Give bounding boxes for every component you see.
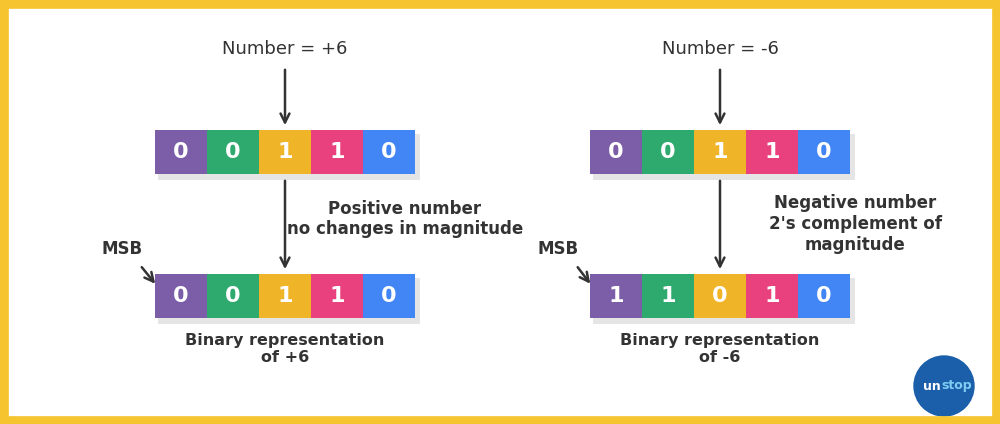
FancyBboxPatch shape <box>311 274 363 318</box>
FancyBboxPatch shape <box>158 278 420 324</box>
FancyBboxPatch shape <box>207 130 259 174</box>
FancyBboxPatch shape <box>311 130 363 174</box>
FancyBboxPatch shape <box>155 274 207 318</box>
Text: 1: 1 <box>764 142 780 162</box>
FancyBboxPatch shape <box>590 274 642 318</box>
Text: Negative number
2's complement of
magnitude: Negative number 2's complement of magnit… <box>769 194 942 254</box>
FancyBboxPatch shape <box>363 274 415 318</box>
Text: 1: 1 <box>660 286 676 306</box>
Text: 0: 0 <box>173 142 189 162</box>
Text: Number = +6: Number = +6 <box>222 40 348 58</box>
Text: 0: 0 <box>660 142 676 162</box>
FancyBboxPatch shape <box>642 274 694 318</box>
Text: un: un <box>923 379 941 393</box>
FancyBboxPatch shape <box>259 130 311 174</box>
FancyBboxPatch shape <box>642 130 694 174</box>
FancyBboxPatch shape <box>259 274 311 318</box>
Text: Positive number
no changes in magnitude: Positive number no changes in magnitude <box>287 200 523 238</box>
Text: 1: 1 <box>712 142 728 162</box>
FancyBboxPatch shape <box>746 274 798 318</box>
Text: Binary representation
of +6: Binary representation of +6 <box>185 333 385 365</box>
FancyBboxPatch shape <box>593 278 855 324</box>
Text: Number = -6: Number = -6 <box>662 40 778 58</box>
FancyBboxPatch shape <box>590 130 642 174</box>
Text: 1: 1 <box>764 286 780 306</box>
FancyBboxPatch shape <box>694 130 746 174</box>
FancyBboxPatch shape <box>207 274 259 318</box>
Text: 1: 1 <box>277 142 293 162</box>
Text: 0: 0 <box>225 286 241 306</box>
FancyBboxPatch shape <box>694 274 746 318</box>
Text: 0: 0 <box>608 142 624 162</box>
Text: 0: 0 <box>816 286 832 306</box>
Circle shape <box>914 356 974 416</box>
Text: MSB: MSB <box>101 240 143 258</box>
Text: 0: 0 <box>381 286 397 306</box>
FancyBboxPatch shape <box>158 134 420 180</box>
Text: MSB: MSB <box>537 240 579 258</box>
FancyBboxPatch shape <box>155 130 207 174</box>
Text: 0: 0 <box>225 142 241 162</box>
Text: 1: 1 <box>608 286 624 306</box>
FancyBboxPatch shape <box>746 130 798 174</box>
Text: Binary representation
of -6: Binary representation of -6 <box>620 333 820 365</box>
FancyBboxPatch shape <box>798 130 850 174</box>
Text: 1: 1 <box>329 142 345 162</box>
Text: 0: 0 <box>381 142 397 162</box>
Text: 0: 0 <box>712 286 728 306</box>
Text: 0: 0 <box>816 142 832 162</box>
Text: stop: stop <box>941 379 972 393</box>
FancyBboxPatch shape <box>593 134 855 180</box>
Text: 1: 1 <box>329 286 345 306</box>
Text: 0: 0 <box>173 286 189 306</box>
FancyBboxPatch shape <box>798 274 850 318</box>
Text: 1: 1 <box>277 286 293 306</box>
FancyBboxPatch shape <box>363 130 415 174</box>
